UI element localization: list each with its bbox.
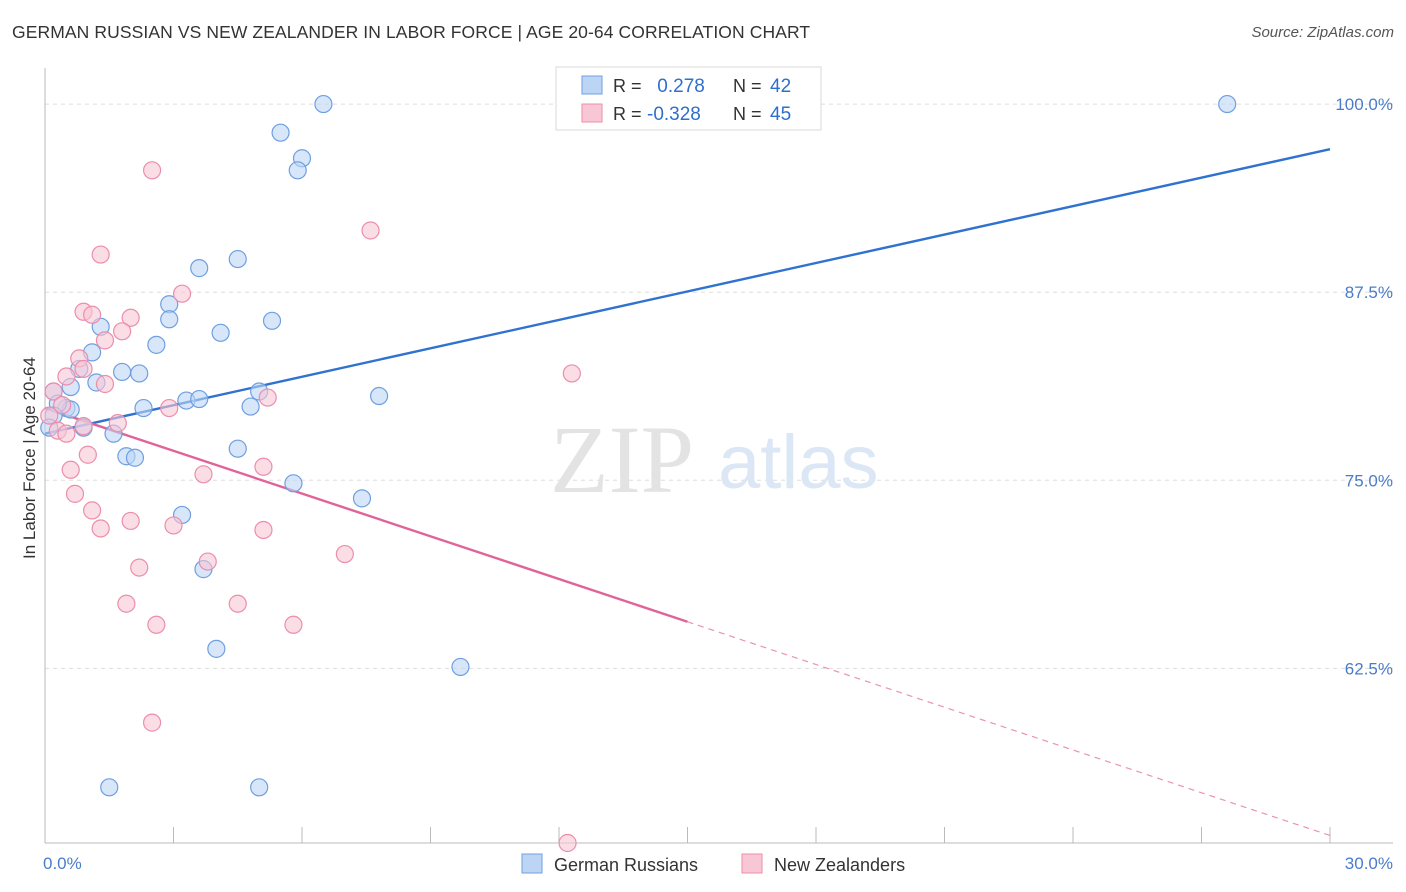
pink-data-point: [57, 424, 76, 443]
pink-data-point: [74, 359, 93, 379]
pink-data-point: [74, 417, 93, 436]
blue-data-point: [190, 389, 209, 409]
legend-n-label-pink: N =: [733, 104, 762, 124]
grid-lines: [45, 103, 1393, 669]
pink-data-point: [130, 558, 149, 577]
pink-data-point: [65, 484, 85, 503]
legend-r-value-pink: -0.328: [647, 104, 701, 125]
blue-data-point: [125, 448, 145, 467]
blue-data-point: [370, 386, 389, 406]
y-tick-label: 75.0%: [1345, 471, 1393, 490]
bottom-legend-label-pink: New Zealanders: [774, 855, 905, 875]
blue-data-point: [451, 657, 470, 677]
pink-data-point: [254, 457, 273, 476]
pink-data-point: [198, 552, 217, 571]
pink-data-point: [147, 615, 166, 634]
bottom-legend-label-blue: German Russians: [554, 855, 698, 875]
legend-n-value-blue: 42: [770, 76, 791, 97]
pink-data-point: [83, 501, 102, 520]
bottom-legend-swatch-blue: [521, 853, 543, 874]
chart-title: GERMAN RUSSIAN VS NEW ZEALANDER IN LABOR…: [12, 22, 811, 42]
pink-data-point: [40, 406, 59, 425]
blue-data-point: [112, 362, 132, 382]
pink-data-point: [121, 308, 140, 327]
pink-data-point: [335, 544, 354, 564]
blue-data-point: [250, 778, 269, 797]
pink-data-point: [91, 519, 110, 538]
legend-box: R = 0.278 N = 42 R = -0.328 N = 45: [555, 66, 822, 131]
pink-data-point: [121, 511, 140, 531]
blue-data-point: [130, 364, 149, 383]
blue-data-point: [190, 259, 209, 278]
pink-data-point: [142, 713, 162, 732]
blue-data-point: [228, 439, 247, 458]
bottom-legend-swatch-pink: [741, 853, 763, 874]
bottom-legend: German Russians New Zealanders: [521, 853, 905, 875]
pink-data-point: [284, 615, 303, 634]
pink-data-point: [254, 520, 273, 540]
blue-data-point: [314, 94, 333, 114]
blue-data-point: [228, 249, 247, 269]
blue-data-point: [160, 310, 179, 329]
legend-r-label-blue: R =: [613, 76, 642, 96]
blue-trend-line: [44, 148, 1331, 435]
pink-data-point: [108, 414, 127, 433]
pink-trend-line: [44, 406, 688, 623]
y-tick-label: 100.0%: [1335, 95, 1393, 114]
blue-data-point: [147, 335, 166, 354]
y-tick-label: 62.5%: [1345, 659, 1393, 678]
blue-data-point: [288, 161, 307, 180]
pink-data-point: [53, 395, 72, 415]
pink-data-point: [194, 465, 213, 484]
pink-data-point: [142, 161, 162, 180]
pink-data-point: [117, 594, 136, 613]
x-tick-label-min: 0.0%: [43, 854, 82, 873]
legend-r-label-pink: R =: [613, 104, 642, 124]
pink-trend-line-extension: [687, 621, 1331, 837]
watermark-zip: ZIP: [550, 406, 694, 513]
pink-data-point: [95, 374, 115, 394]
scatter-points: [40, 94, 1237, 853]
watermark-atlas: atlas: [718, 420, 879, 505]
legend-n-label-blue: N =: [733, 76, 762, 96]
pink-data-point: [83, 305, 102, 324]
pink-data-point: [228, 594, 247, 613]
pink-data-point: [361, 221, 380, 240]
y-tick-labels: 62.5% 75.0% 87.5% 100.0%: [1335, 95, 1393, 678]
legend-n-value-pink: 45: [770, 104, 791, 125]
pink-data-point: [164, 516, 183, 535]
pink-data-point: [562, 364, 581, 383]
pink-data-point: [95, 331, 115, 350]
legend-r-value-blue: 0.278: [652, 76, 705, 97]
y-tick-label: 87.5%: [1345, 283, 1393, 302]
blue-data-point: [352, 489, 372, 508]
pink-data-point: [258, 388, 277, 407]
legend-swatch-blue: [581, 75, 603, 95]
pink-data-point: [160, 398, 179, 418]
pink-data-point: [78, 445, 97, 464]
pink-data-point: [112, 322, 132, 341]
blue-data-point: [241, 397, 260, 416]
pink-data-point: [91, 245, 110, 264]
blue-data-point: [211, 323, 230, 342]
blue-data-point: [284, 474, 303, 493]
chart-source: Source: ZipAtlas.com: [1251, 24, 1394, 41]
pink-data-point: [44, 382, 63, 401]
pink-data-point: [558, 833, 577, 853]
blue-data-point: [271, 123, 290, 142]
legend-swatch-pink: [581, 103, 603, 123]
pink-data-point: [61, 460, 80, 479]
blue-data-point: [207, 639, 226, 658]
blue-data-point: [100, 778, 119, 797]
pink-data-point: [172, 284, 192, 303]
watermark: ZIP atlas: [550, 406, 879, 513]
blue-data-point: [1218, 94, 1237, 114]
blue-data-point: [134, 398, 153, 418]
y-axis-label: In Labor Force | Age 20-64: [20, 357, 39, 559]
blue-data-point: [262, 311, 282, 330]
pink-data-point: [57, 367, 76, 386]
x-tick-label-max: 30.0%: [1345, 854, 1393, 873]
